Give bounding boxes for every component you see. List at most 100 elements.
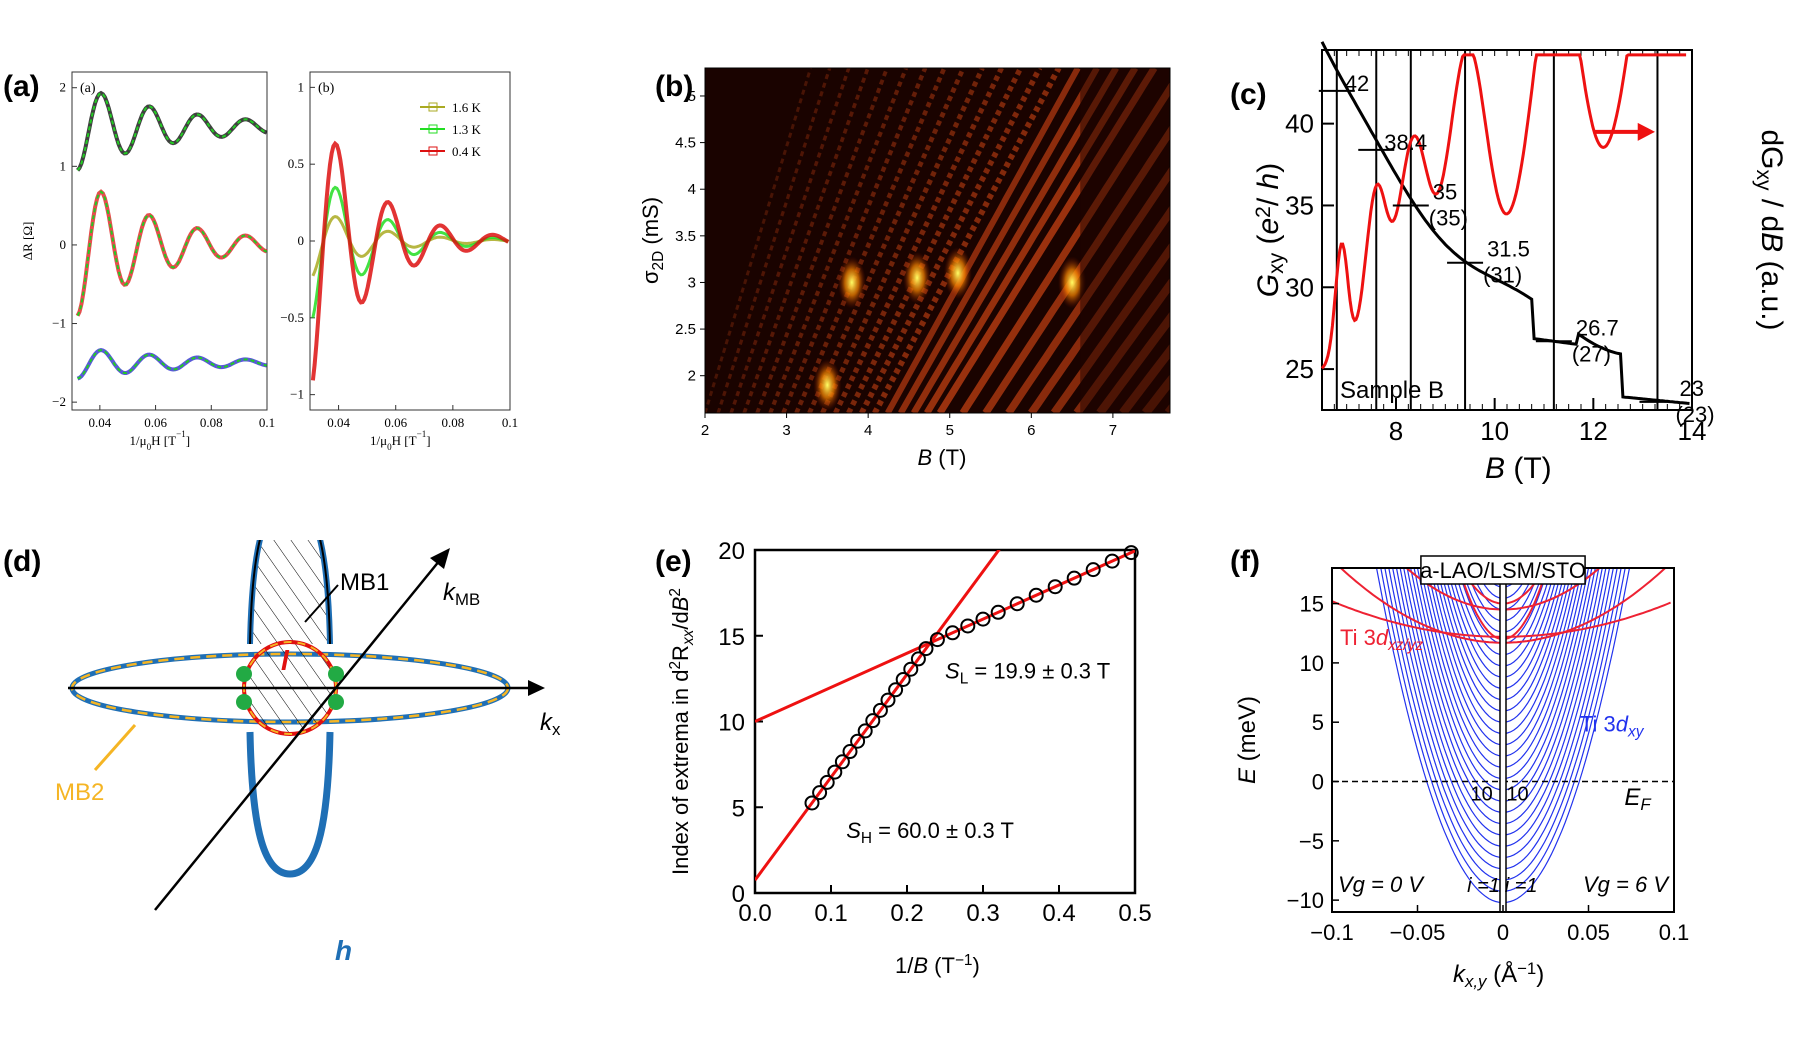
x-tick-label: 0.0 — [738, 900, 771, 927]
y-tick-label: −5 — [1299, 829, 1324, 854]
data-point — [918, 641, 934, 657]
dxy-subband — [1403, 568, 1503, 825]
vg-right: Vg = 6 V — [1583, 872, 1670, 897]
chart-b: 2 3 4 5 6 7 2 2.5 3 3.5 4 4.5 5 B (T) σ2D (mS) — [640, 67, 1200, 470]
kx-arrowhead — [528, 680, 545, 696]
x-tick-label: 0.2 — [890, 900, 923, 927]
chart-title: a-LAO/LSM/STO — [1420, 558, 1586, 583]
heatmap-hotspot — [943, 247, 972, 300]
legend-marker — [428, 146, 438, 156]
panel-a-label: (a) — [3, 70, 40, 103]
junction-dot — [328, 694, 344, 710]
kx-label: kx — [540, 709, 561, 739]
heatmap-stripe — [1191, 68, 1200, 413]
data-point — [1066, 570, 1082, 586]
heatmap-stripe — [742, 68, 870, 413]
dxy-subband — [1375, 568, 1503, 904]
x-tick-label: 0.1 — [502, 415, 518, 430]
diagram-d: MB1 kMB kx MB2 h l — [55, 540, 561, 966]
gxy-curve — [1320, 41, 1690, 405]
data-point — [827, 764, 843, 780]
data-point — [1085, 562, 1101, 578]
data-point — [804, 795, 820, 811]
y-tick-label: 3.5 — [675, 228, 696, 245]
arrow-head — [1637, 122, 1655, 141]
x-tick-label: 0.06 — [144, 415, 167, 430]
y-tick-label: −0.5 — [280, 310, 304, 325]
plateau-label: 23 — [1679, 376, 1703, 401]
label-dxz: Ti 3dxz/yz — [1340, 625, 1423, 654]
plateau-label: 31.5 — [1487, 237, 1530, 262]
y-tick-label: 4.5 — [675, 135, 696, 152]
x-axis-label: kx,y (Å−1) — [1453, 959, 1544, 991]
plateau-label: 42 — [1345, 71, 1369, 96]
data-point — [1009, 596, 1025, 612]
dxy-subband — [1503, 568, 1570, 712]
y-tick-label: 15 — [718, 624, 745, 651]
y-axis-label-right: dGxy / dB (a.u.) — [1752, 129, 1788, 330]
data-point — [1123, 545, 1139, 561]
dxy-subband — [1503, 568, 1576, 735]
heatmap-stripe — [1164, 403, 1170, 413]
data-point — [872, 702, 888, 718]
l-label: l — [281, 645, 290, 676]
dxy-subband — [1430, 568, 1503, 735]
panel-d-label: (d) — [3, 545, 42, 578]
heatmap-stripe — [781, 68, 928, 413]
dxy-subband — [1503, 568, 1549, 644]
y-tick-label: 0 — [732, 881, 745, 908]
heatmap-shade — [1080, 68, 1170, 413]
plateau-label: 26.7 — [1576, 315, 1619, 340]
data-point — [945, 625, 961, 641]
series-line — [75, 189, 268, 317]
y-tick-label: 0 — [60, 237, 67, 252]
fit-lines — [755, 550, 1135, 882]
y-axis-label: E (meV) — [1234, 696, 1261, 784]
dxy-subband — [1450, 568, 1503, 667]
dxy-subband — [1503, 568, 1618, 870]
x-tick-label: 0.04 — [88, 415, 111, 430]
data-point — [850, 733, 866, 749]
dxy-subband — [1395, 568, 1503, 847]
y-axis-label: Index of extrema in d2Rxx/dB2 — [667, 588, 697, 875]
x-tick-label: 0.08 — [441, 415, 464, 430]
dxy-subband — [1426, 568, 1503, 746]
data-point — [960, 618, 976, 634]
x-axis-label: B (T) — [918, 445, 967, 470]
dxy-subband — [1503, 568, 1614, 858]
legend-label: 1.6 K — [452, 100, 482, 115]
y-tick-label: 4 — [688, 181, 696, 198]
dxy-subband — [1503, 568, 1567, 701]
y-tick-label: −10 — [1287, 888, 1324, 913]
fit-line — [755, 550, 1135, 723]
dxy-subband — [1503, 568, 1611, 847]
mb1-label: MB1 — [340, 569, 389, 596]
dxy-subband — [1503, 568, 1586, 768]
data-point — [929, 632, 945, 648]
x-tick-label: 0.04 — [327, 415, 350, 430]
data-point — [910, 651, 926, 667]
x-tick-label: −0.05 — [1390, 920, 1446, 945]
y-tick-label: 0 — [1312, 770, 1324, 795]
h-label: h — [335, 935, 352, 966]
dxy-subband — [1461, 568, 1503, 633]
dxy-subband — [1503, 568, 1573, 723]
x-tick-label: 14 — [1678, 416, 1707, 446]
label-dxy: Ti 3dxy — [1580, 712, 1645, 741]
panel-e-label: (e) — [655, 545, 692, 578]
dxy-subband — [1384, 568, 1503, 881]
panel-c-label: (c) — [1230, 78, 1267, 111]
y-tick-label: 20 — [718, 540, 745, 565]
x-axis-label: B (T) — [1485, 452, 1552, 485]
dxy-subband — [1388, 568, 1503, 870]
x-tick-label: 0.4 — [1042, 900, 1075, 927]
dxy-subband — [1503, 568, 1580, 746]
dxy-subband — [1503, 568, 1631, 904]
x-tick-label: 0.1 — [259, 415, 275, 430]
axes-frame-a1 — [71, 71, 268, 411]
subplot-label: (a) — [80, 81, 96, 96]
y-tick-label: 5 — [732, 795, 745, 822]
dxy-subband — [1503, 568, 1563, 689]
fit-label-sl: SL = 19.9 ± 0.3 T — [945, 659, 1110, 688]
plateau-label: 38.4 — [1384, 130, 1427, 155]
